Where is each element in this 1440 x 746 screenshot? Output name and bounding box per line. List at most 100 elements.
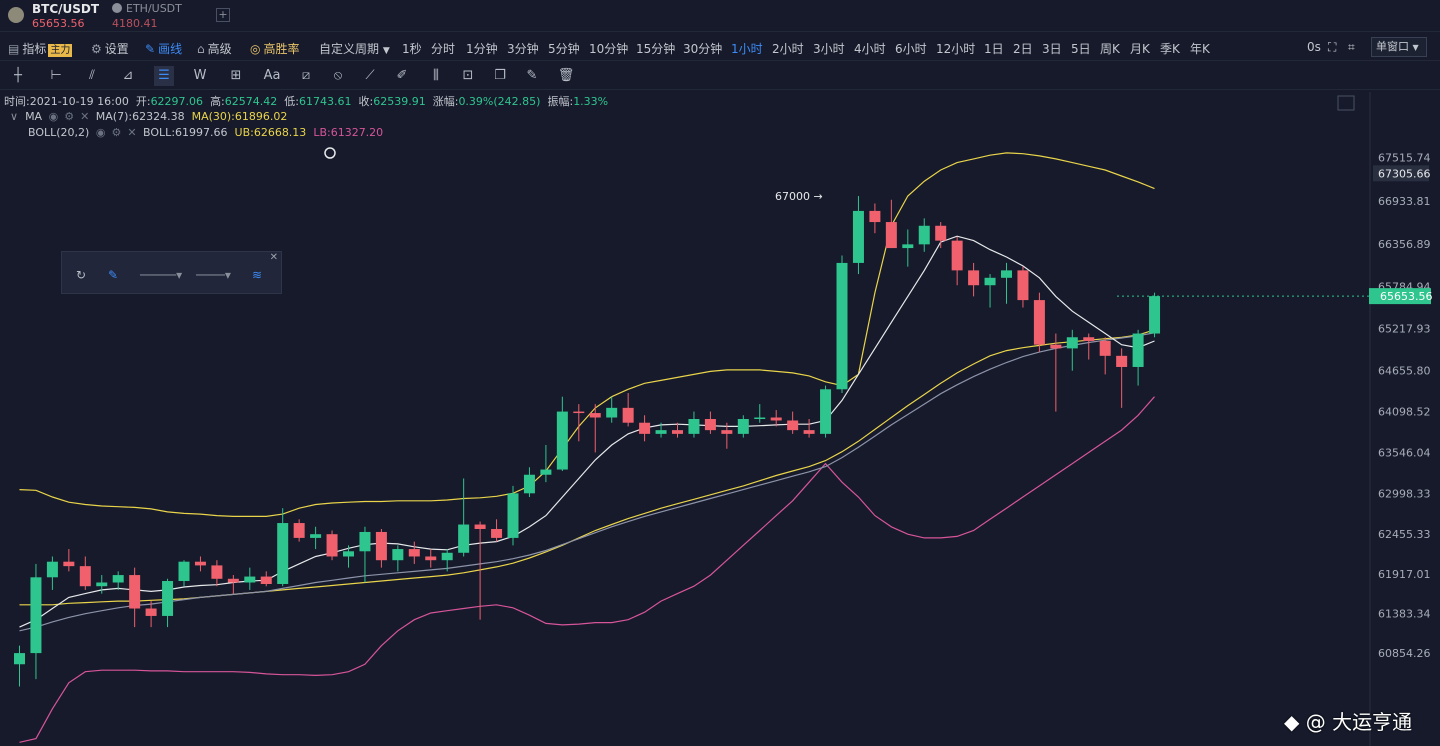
screenshot-icon[interactable]: ⌗ [1348,40,1355,54]
close-label: 收: [358,95,374,108]
period-2[interactable]: 1分钟 [466,42,498,56]
period-9[interactable]: 2小时 [772,42,804,56]
lock-drawings-icon[interactable]: ⦸ [333,68,343,83]
angle-tool-icon[interactable]: ⊿ [122,68,134,83]
fullscreen-icon[interactable]: ⛶ [1328,40,1337,54]
expand-icon [1337,95,1355,111]
tab-symbol: ETH/USDT [126,2,182,15]
tab-eth-usdt[interactable]: ETH/USDT 4180.41 [112,2,212,30]
period-4[interactable]: 5分钟 [548,42,580,56]
eye-icon[interactable]: ◉ [48,110,59,123]
candle-body [408,549,420,557]
pen-color-icon[interactable]: ✎ [108,268,119,282]
brush-icon[interactable]: ✐ [396,68,408,83]
period-17[interactable]: 5日 [1071,42,1091,56]
candle-body [885,222,897,249]
period-15[interactable]: 2日 [1013,42,1033,56]
period-3[interactable]: 3分钟 [507,42,539,56]
candle-body [392,549,404,561]
high-value: 62574.42 [224,95,278,108]
candle-body [820,389,832,434]
crosshair-icon[interactable]: ┼ [14,68,22,83]
candle-body [112,575,124,583]
candle-body [162,581,174,616]
copy-icon[interactable]: ❐ [494,68,506,83]
period-1[interactable]: 分时 [431,42,456,56]
indicator-icon: ▤ [8,42,20,56]
window-mode-label: 单窗口 [1376,40,1409,53]
magnet-icon[interactable]: ⧄ [301,68,311,83]
last-price-box [1369,288,1431,305]
floating-draw-toolbar: ✕ ↻ ✎ ─────▾ ────▾ ≋ [61,251,282,294]
period-18[interactable]: 周K [1100,42,1120,56]
collapse-icon[interactable]: ∨ [10,110,19,123]
time-value: 2021-10-19 16:00 [29,95,129,108]
text-tool-icon[interactable]: Aa [263,68,281,83]
boll-name: BOLL(20,2) [28,126,90,139]
window-mode-select[interactable]: 单窗口 ▼ [1371,37,1427,57]
ruler-icon[interactable]: ⟋ [365,68,375,83]
add-tab-button[interactable]: + [216,8,230,22]
settings-small-icon[interactable]: ⚙ [64,110,75,123]
settings-button[interactable]: ⚙ 设置 [91,40,129,57]
candle-body [951,240,963,271]
period-20[interactable]: 季K [1160,42,1180,56]
lock-icon[interactable]: ⊡ [462,68,474,83]
parallel-channel-icon[interactable]: ⫽ [89,68,95,83]
period-11[interactable]: 4小时 [854,42,886,56]
ma30-line [19,332,1155,632]
watermark: ◆ @ 大运亨通 [1284,706,1412,735]
candle-body [787,420,799,431]
period-19[interactable]: 月K [1130,42,1150,56]
wave-pattern-icon[interactable]: W [193,68,207,83]
candle-body [737,419,749,434]
refresh-icon[interactable]: ↻ [76,268,87,282]
period-0[interactable]: 1秒 [402,42,422,56]
candlestick-chart[interactable]: 67515.7466933.8166356.8965784.9465217.93… [0,92,1440,746]
period-6[interactable]: 15分钟 [636,42,676,56]
tab-symbol: BTC/USDT [32,2,100,16]
line-style-dropdown[interactable]: ────▾ [196,268,231,282]
y-tick-label: 66933.81 [1378,195,1431,208]
low-label: 低: [284,95,299,108]
eye-icon[interactable]: ◉ [95,126,106,139]
ma-indicator-row[interactable]: ∨ MA ◉ ⚙ ✕ MA(7):62324.38 MA(30):61896.02 [10,110,287,123]
period-8[interactable]: 1小时 [731,42,763,56]
period-12[interactable]: 6小时 [895,42,927,56]
candle-body [359,531,371,552]
boll-indicator-row[interactable]: BOLL(20,2) ◉ ⚙ ✕ BOLL:61997.66 UB:62668.13… [28,126,383,139]
period-21[interactable]: 年K [1190,42,1210,56]
layers-icon[interactable]: ≋ [252,268,263,282]
horizontal-lines-icon[interactable]: ☰ [154,66,174,86]
edit-list-icon[interactable]: ✎ [526,68,538,83]
candle-body [178,561,190,582]
period-14[interactable]: 1日 [984,42,1004,56]
line-width-dropdown[interactable]: ─────▾ [140,268,183,282]
tab-btc-usdt[interactable]: BTC/USDT 65653.56 [8,2,108,30]
advanced-button[interactable]: ⌂ 高级 [197,40,232,57]
indicator-button[interactable]: ▤ 指标 主力 [8,40,73,57]
period-7[interactable]: 30分钟 [683,42,723,56]
period-5[interactable]: 10分钟 [589,42,629,56]
period-10[interactable]: 3小时 [813,42,845,56]
close-icon[interactable]: ✕ [80,110,90,123]
period-16[interactable]: 3日 [1042,42,1062,56]
candle-body [639,422,651,434]
candle-body [754,417,766,419]
custom-period-dropdown[interactable]: 自定义周期 ▼ [319,40,390,57]
y-tick-label: 67515.74 [1378,152,1431,165]
period-13[interactable]: 12小时 [936,42,976,56]
close-icon[interactable]: ✕ [269,252,278,263]
ma30-value: MA(30):61896.02 [191,110,288,123]
y-tick-label: 62455.33 [1378,528,1431,541]
trash-icon[interactable]: 🗑 [557,68,575,83]
boll-lb-value: LB:61327.20 [313,126,384,139]
measure-box-icon[interactable]: ⊞ [230,68,242,83]
draw-button[interactable]: ✎ 画线 [145,40,182,57]
indicator-badge: 主力 [48,44,73,57]
settings-small-icon[interactable]: ⚙ [111,126,122,139]
horizontal-segment-icon[interactable]: ⊢ [50,68,62,83]
high-win-button[interactable]: ◎ 高胜率 [250,40,300,57]
candles-icon[interactable]: ⫼ [433,68,439,83]
close-icon[interactable]: ✕ [127,126,137,139]
